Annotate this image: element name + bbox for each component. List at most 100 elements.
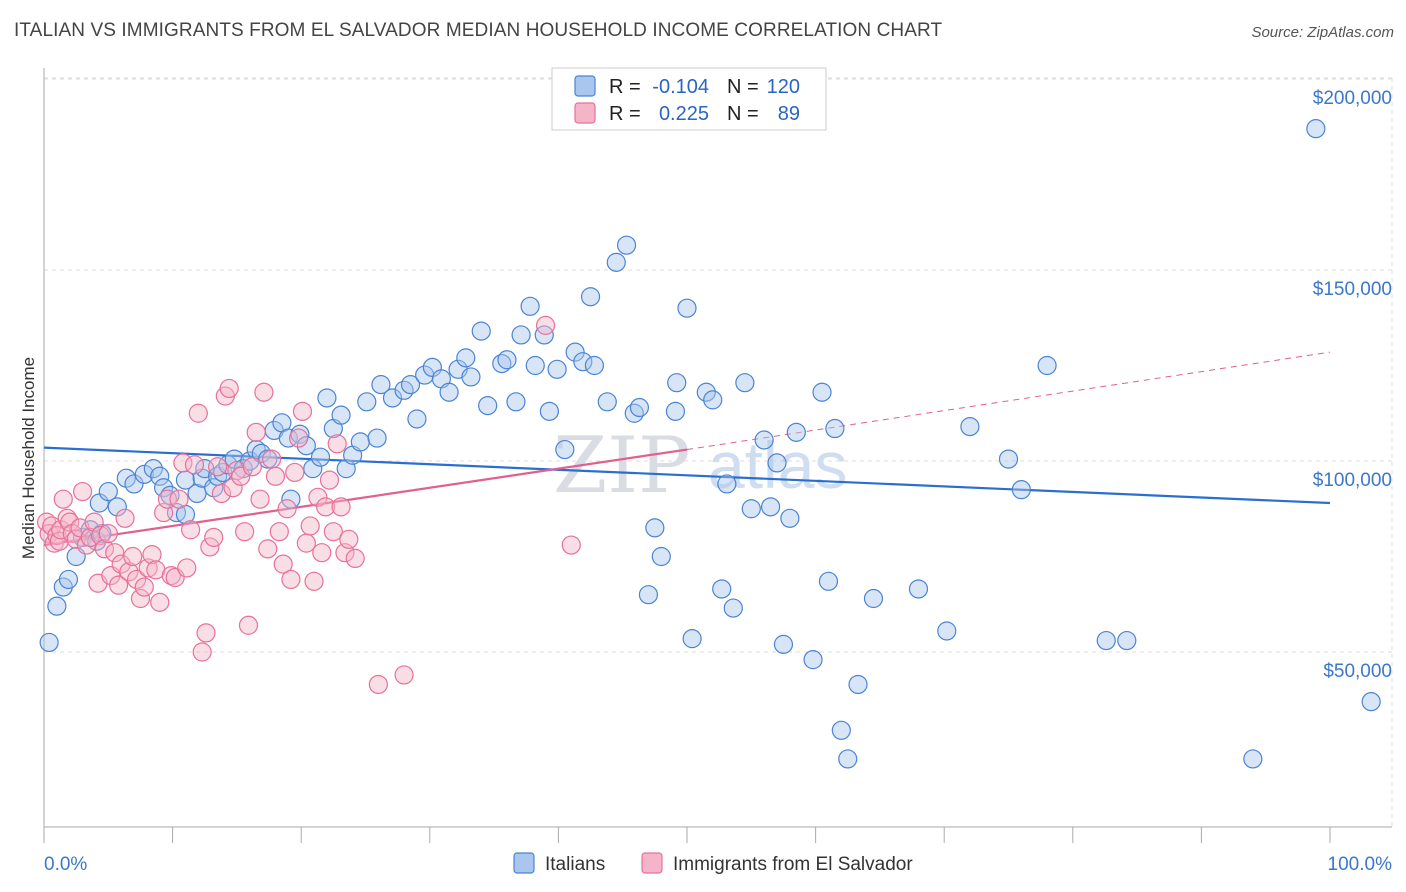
italians-point <box>539 401 559 421</box>
italians-point <box>281 489 301 509</box>
italians-point <box>597 392 617 412</box>
italians-point <box>153 478 174 498</box>
x-tick-label-end: 100.0% <box>1328 854 1393 875</box>
italians-point <box>651 546 671 567</box>
el-salvador-point <box>208 457 228 477</box>
el-salvador-point <box>115 508 135 528</box>
el-salvador-point <box>238 615 259 635</box>
el-salvador-point <box>134 577 154 597</box>
italians-point <box>1361 692 1381 712</box>
el-salvador-point <box>316 497 336 517</box>
italians-point <box>565 342 585 362</box>
el-salvador-point <box>561 535 581 555</box>
italians-point <box>407 409 427 429</box>
legend-box: R = -0.104 N = 120 R = 0.225 N = 89 <box>551 67 827 131</box>
italians-point <box>1096 630 1116 651</box>
legend-r-value-1: -0.104 <box>652 76 709 98</box>
el-salvador-point <box>312 543 332 563</box>
italians-point <box>143 459 163 479</box>
el-salvador-point <box>196 623 216 643</box>
el-salvador-point <box>200 537 220 557</box>
el-salvador-point <box>184 455 205 475</box>
el-salvador-point <box>285 462 305 483</box>
italians-point <box>754 430 774 450</box>
el-salvador-point <box>188 403 208 423</box>
italians-point <box>534 325 554 345</box>
italians-point <box>525 355 545 376</box>
italians-point <box>1306 119 1326 139</box>
italians-point <box>1037 355 1057 376</box>
italians-point <box>1011 480 1031 500</box>
italians-point <box>371 375 391 395</box>
el-salvador-point <box>177 558 197 578</box>
italians-point <box>838 749 858 769</box>
italians-point <box>310 447 331 467</box>
italians-point <box>696 382 716 402</box>
legend-n-value-1: 120 <box>767 76 800 98</box>
italians-point <box>735 373 755 393</box>
el-salvador-point <box>292 401 313 421</box>
el-salvador-point <box>66 529 86 549</box>
italians-point <box>357 392 377 412</box>
watermark-atlas: atlas <box>708 428 847 502</box>
el-salvador-point <box>246 422 266 442</box>
el-salvador-point <box>254 382 274 402</box>
el-salvador-point <box>72 481 93 502</box>
el-salvador-point <box>60 512 80 532</box>
el-salvador-point <box>262 449 282 469</box>
el-salvador-point <box>98 523 118 544</box>
italians-point <box>1243 749 1263 769</box>
el-salvador-point <box>130 588 151 609</box>
italians-point <box>665 401 686 421</box>
italians-point <box>825 418 845 439</box>
x-tick-label-start: 0.0% <box>44 854 87 875</box>
el-salvador-point <box>327 434 347 454</box>
legend-n-value-2: 89 <box>778 103 800 125</box>
italians-point <box>497 350 517 370</box>
italians-point <box>382 388 403 408</box>
el-salvador-point <box>269 522 289 542</box>
y-tick-label: $50,000 <box>1323 661 1392 682</box>
el-salvador-point <box>281 569 301 590</box>
y-axis-title: Median Household Income <box>19 357 38 559</box>
italians-point <box>98 481 118 502</box>
italians-point <box>278 428 298 448</box>
italians-point <box>773 634 794 654</box>
italians-point <box>439 382 459 402</box>
el-salvador-point <box>70 518 90 538</box>
el-salvador-point <box>339 529 359 549</box>
el-salvador-point <box>111 554 131 574</box>
el-salvador-point <box>150 592 170 612</box>
el-salvador-point <box>331 497 351 517</box>
italians-point <box>606 252 626 272</box>
source-label: Source: ZipAtlas.com <box>1251 24 1394 41</box>
italians-point <box>818 571 839 591</box>
tick-labels: $50,000 $100,000 $150,000 $200,000 0.0% 100.0… <box>44 88 1392 875</box>
italians-point <box>350 432 370 452</box>
el-salvador-point <box>204 527 224 548</box>
italians-point <box>47 596 67 616</box>
el-salvador-point <box>169 489 189 509</box>
italians-point <box>584 355 605 376</box>
italians-point <box>58 569 79 590</box>
italians-point <box>863 588 884 609</box>
el-salvador-point <box>219 378 239 399</box>
el-salvador-point <box>53 489 73 509</box>
italians-point <box>124 474 144 494</box>
el-salvador-point <box>296 533 316 553</box>
el-salvador-point <box>258 539 278 559</box>
italians-point <box>580 287 601 307</box>
italians-point <box>456 348 476 368</box>
italians-point <box>677 298 697 318</box>
italians-point <box>937 621 957 641</box>
bottom-legend-swatch-italians <box>513 852 535 874</box>
el-salvador-point <box>108 575 129 595</box>
italians-point <box>667 373 687 393</box>
italians-point <box>812 382 832 402</box>
italians-point <box>786 422 806 442</box>
italians-point <box>831 720 851 740</box>
el-salvador-point <box>323 522 343 542</box>
italians-point <box>712 579 732 599</box>
el-salvador-point <box>39 523 59 544</box>
